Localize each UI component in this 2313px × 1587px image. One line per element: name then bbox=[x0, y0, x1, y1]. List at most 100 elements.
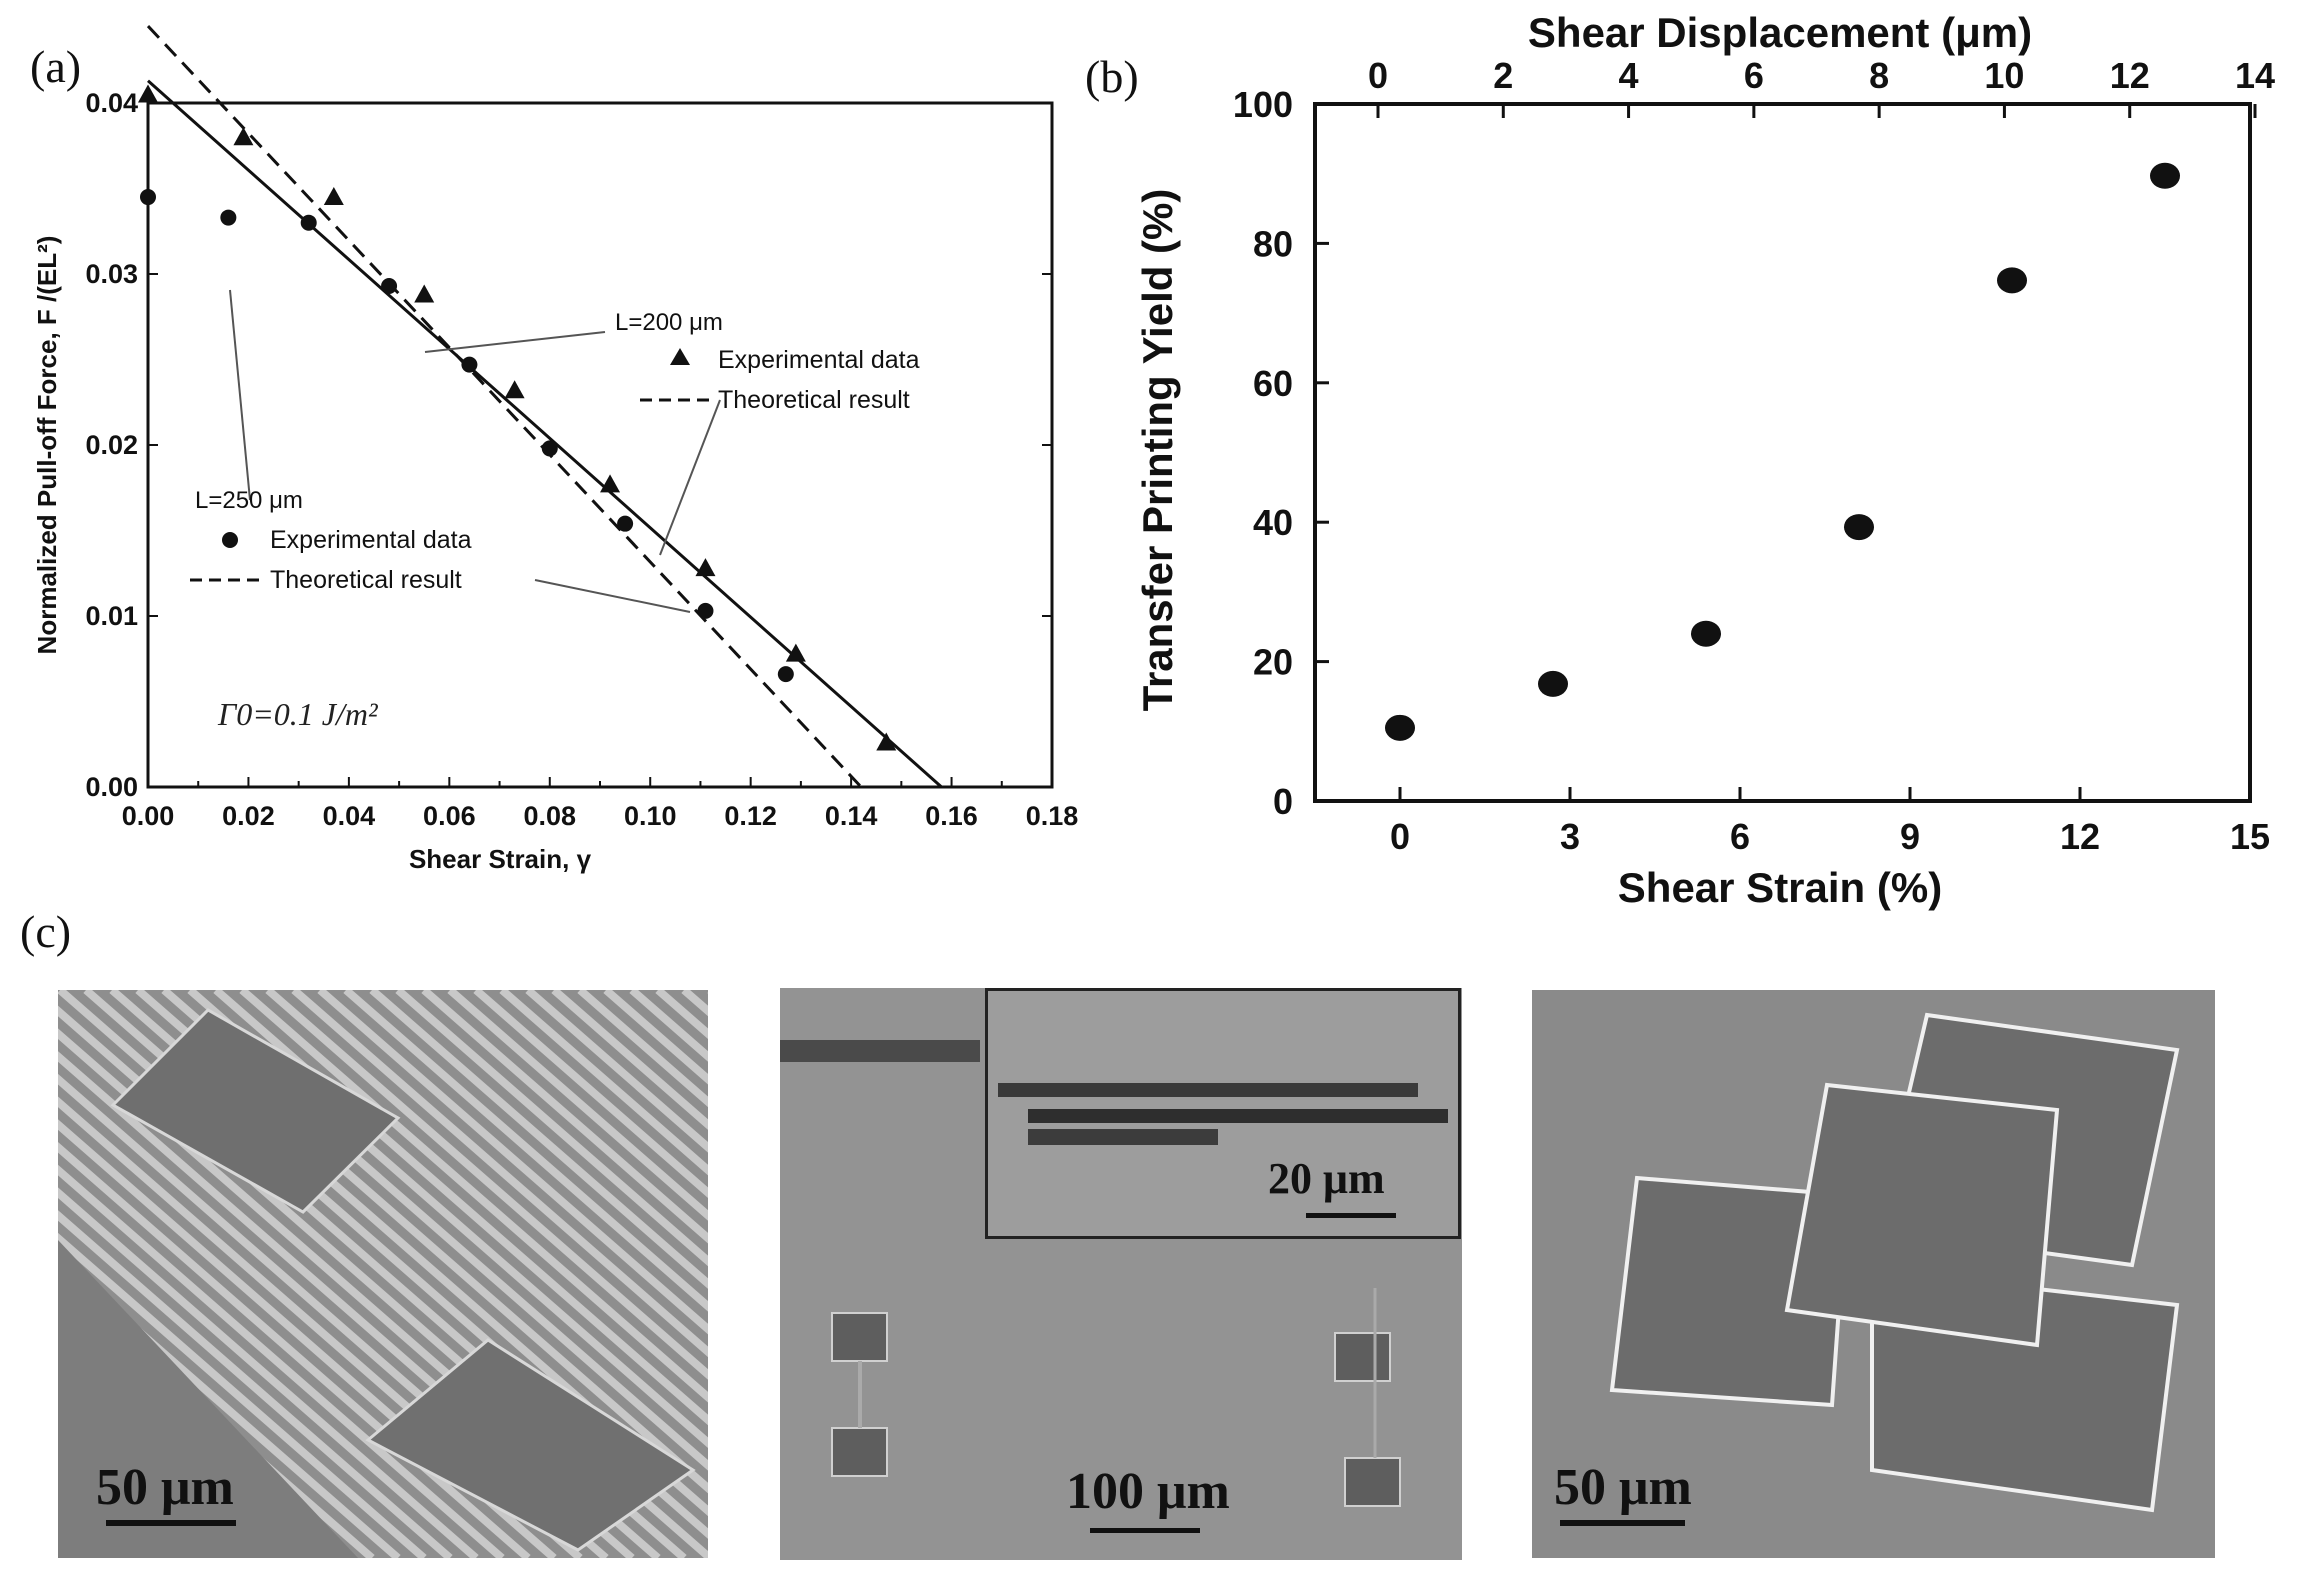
chart-a-point-250 bbox=[617, 515, 634, 532]
chart-b-point bbox=[1691, 620, 1721, 647]
sem-stripe bbox=[265, 990, 708, 1380]
chart-b-x-tick-label: 9 bbox=[1900, 816, 1920, 857]
sem-left-scale-label: 50 μm bbox=[96, 1459, 234, 1516]
chart-b-point bbox=[1997, 267, 2027, 294]
chart-a-point-250 bbox=[461, 356, 478, 373]
chart-a-x-tick-label: 0.16 bbox=[925, 801, 978, 831]
sem-stripe bbox=[317, 990, 708, 1335]
chart-a-x-ticks: 0.00 0.02 0.04 0.06 0.08 0.10 0.12 0.14 0.16 0.18 bbox=[122, 777, 1079, 831]
chart-a-point-200 bbox=[785, 643, 806, 662]
chart-a-l250-exp-label: Experimental data bbox=[270, 526, 472, 554]
chart-b-y-tick-label: 60 bbox=[1253, 363, 1293, 404]
chart-a-point-200 bbox=[695, 558, 716, 577]
chart-a-y-tick-label: 0.01 bbox=[85, 601, 138, 631]
sem-stripe bbox=[447, 990, 708, 1221]
chart-a-x-tick-label: 0.06 bbox=[423, 801, 476, 831]
chart-a-theory-line-250 bbox=[147, 79, 943, 789]
chart-a-x-tick-label: 0.08 bbox=[523, 801, 576, 831]
chart-b-x2-tick-label: 0 bbox=[1368, 55, 1388, 96]
chart-b-y-ticks: 0 20 40 60 80 100 bbox=[1233, 84, 1329, 822]
sem-stripe bbox=[58, 1164, 505, 1558]
chart-a-annotations bbox=[229, 289, 721, 613]
chart-a-points bbox=[138, 84, 897, 751]
chart-a-frame bbox=[146, 101, 1054, 789]
sem-image-right: 50 μm bbox=[1532, 990, 2215, 1558]
chart-b-x2-tick-label: 6 bbox=[1744, 55, 1764, 96]
sem-stripe bbox=[291, 990, 708, 1358]
chart-b-x-tick-label: 3 bbox=[1560, 816, 1580, 857]
chart-a-point-250 bbox=[140, 189, 156, 206]
sem-right-scale-label: 50 μm bbox=[1554, 1459, 1692, 1516]
chart-a-point-250 bbox=[777, 666, 794, 683]
chart-a-theory-line-200 bbox=[146, 25, 863, 789]
chart-a-x-tick-label: 0.18 bbox=[1026, 801, 1079, 831]
sem-middle-inset: 20 μm bbox=[985, 988, 1461, 1239]
chart-b-y-tick-label: 0 bbox=[1273, 781, 1293, 822]
sem-right-scale-bar bbox=[1560, 1520, 1685, 1526]
chart-a-y-ticks: 0.00 0.01 0.02 0.03 0.04 bbox=[85, 88, 1052, 802]
sem-inset-scale-label: 20 μm bbox=[1268, 1154, 1385, 1203]
sem-middle-scale-label: 100 μm bbox=[1066, 1463, 1230, 1520]
chart-b-x2-tick-label: 12 bbox=[2110, 55, 2150, 96]
chart-b-point bbox=[2150, 162, 2180, 189]
sem-image-left: 50 μm bbox=[58, 990, 708, 1558]
chart-b-x-tick-label: 15 bbox=[2230, 816, 2270, 857]
sem-stripe bbox=[499, 990, 708, 1176]
chart-a-l200-label: L=200 μm bbox=[615, 309, 723, 336]
chart-a-point-200 bbox=[323, 187, 344, 206]
chart-a-x-tick-label: 0.00 bbox=[122, 801, 175, 831]
chart-a-point-250 bbox=[381, 277, 398, 294]
chart-a-xlabel: Shear Strain, γ bbox=[409, 844, 592, 874]
chart-a-x-tick-label: 0.04 bbox=[323, 801, 376, 831]
chart-b-points bbox=[1385, 162, 2180, 741]
chart-a-x-tick-label: 0.14 bbox=[825, 801, 878, 831]
sem-stripe bbox=[58, 1187, 479, 1558]
chart-b-y-tick-label: 80 bbox=[1253, 223, 1293, 264]
chart-b-x2-tick-label: 8 bbox=[1869, 55, 1889, 96]
chart-a-l250-legend-marker bbox=[222, 532, 238, 548]
panel-c-label: (c) bbox=[20, 906, 72, 957]
chart-b-frame bbox=[1313, 102, 2252, 803]
chart-a-l250-label: L=250 μm bbox=[195, 487, 303, 514]
chart-a-point-200 bbox=[600, 474, 621, 493]
chart-b-x2-tick-label: 14 bbox=[2235, 55, 2275, 96]
chart-a-theory-lines bbox=[146, 25, 943, 789]
chart-b-y-tick-label: 20 bbox=[1253, 642, 1293, 683]
sem-stripe bbox=[473, 990, 708, 1199]
chart-b-x2-ticks: 0 2 4 6 8 10 12 14 bbox=[1368, 55, 2275, 118]
sem-stripe bbox=[343, 990, 708, 1312]
chart-a-point-200 bbox=[233, 127, 254, 146]
chart-a-y-tick-label: 0.02 bbox=[85, 430, 138, 460]
chart-a-ylabel: Normalized Pull-off Force, F /(EL²) bbox=[32, 236, 62, 655]
chart-a-point-200 bbox=[138, 84, 158, 103]
sem-stripe bbox=[551, 990, 708, 1130]
chart-b-x-tick-label: 12 bbox=[2060, 816, 2100, 857]
chart-a-y-tick-label: 0.00 bbox=[85, 772, 138, 802]
sem-stripe bbox=[58, 1232, 427, 1558]
chart-b-point bbox=[1385, 714, 1415, 741]
chart-a-l200-legend-marker bbox=[670, 348, 690, 365]
chart-a-point-250 bbox=[697, 602, 714, 619]
chart-a-x-tick-label: 0.12 bbox=[724, 801, 777, 831]
sem-inset-scale-bar bbox=[1306, 1213, 1396, 1218]
chart-b-point bbox=[1844, 514, 1874, 541]
chart-b-x2-tick-label: 4 bbox=[1619, 55, 1639, 96]
sem-image-middle: 20 μm 100 μm bbox=[780, 988, 1462, 1560]
chart-a-x-tick-label: 0.02 bbox=[222, 801, 275, 831]
chart-a-point-250 bbox=[220, 209, 237, 226]
sem-left-scale-bar bbox=[106, 1520, 236, 1526]
chart-a-y-tick-label: 0.03 bbox=[85, 259, 138, 289]
sem-stripe bbox=[58, 1210, 453, 1558]
chart-b-x2label: Shear Displacement (μm) bbox=[1528, 9, 2032, 56]
panel-a-label: (a) bbox=[30, 41, 82, 92]
chart-b-x2-tick-label: 10 bbox=[1984, 55, 2024, 96]
chart-a-x-tick-label: 0.10 bbox=[624, 801, 677, 831]
sem-middle-scale-bar bbox=[1090, 1528, 1200, 1533]
chart-b-x2-tick-label: 2 bbox=[1493, 55, 1513, 96]
panel-b-label: (b) bbox=[1085, 51, 1139, 102]
chart-a-l200-exp-label: Experimental data bbox=[718, 346, 920, 374]
sem-stripe bbox=[395, 990, 708, 1267]
chart-a-point-200 bbox=[876, 732, 897, 751]
chart-a-l250-theory-label: Theoretical result bbox=[270, 566, 462, 594]
chart-b-point bbox=[1538, 670, 1568, 697]
